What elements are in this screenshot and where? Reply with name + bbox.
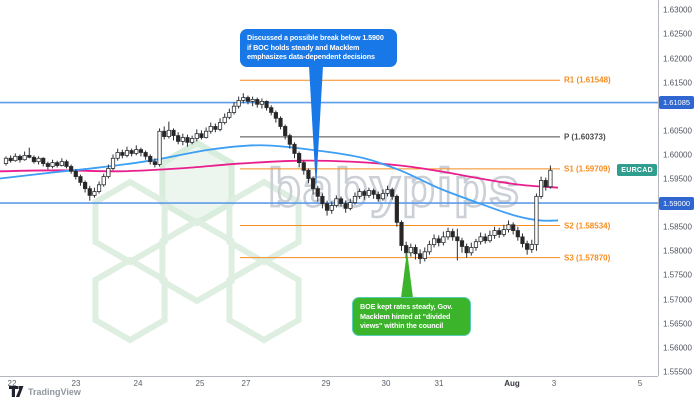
pivot-label: S1 (1.59709): [564, 164, 611, 174]
price-line-badge: 1.61085: [659, 96, 694, 110]
horizontal-price-rays[interactable]: [0, 101, 658, 204]
time-axis-label: 23: [71, 379, 81, 388]
time-axis-label: Aug: [504, 379, 520, 388]
hexagon-logo-icon: [159, 139, 235, 227]
price-axis-tick: 1.57000: [663, 295, 692, 304]
pivot-label: R1 (1.61548): [564, 75, 611, 85]
tradingview-attribution[interactable]: TradingView: [8, 385, 81, 398]
time-axis-label: 5: [637, 379, 643, 388]
price-axis-tick: 1.62000: [663, 54, 692, 63]
price-axis-tick: 1.59500: [663, 174, 692, 184]
time-axis-label: 27: [241, 379, 251, 388]
annotation-callout-boc[interactable]: Discussed a possible break below 1.5900 …: [240, 29, 397, 67]
price-axis-tick: 1.58500: [663, 222, 692, 232]
price-axis-tick: 1.57500: [663, 270, 692, 280]
price-axis-tick: 1.56500: [663, 319, 692, 329]
price-axis-tick: 1.60000: [663, 150, 692, 160]
moving-averages: [0, 144, 559, 222]
tradingview-logo-icon: [9, 386, 24, 397]
annotation-pointers: [309, 66, 413, 298]
time-axis-label: 29: [321, 379, 331, 388]
time-axis-label: 22: [7, 379, 17, 388]
time-axis-line: [0, 376, 658, 377]
pivot-label: P (1.60373): [564, 132, 606, 142]
pivot-label: S2 (1.58534): [564, 221, 611, 231]
time-axis-label: 31: [434, 379, 444, 388]
price-axis-tick: 1.60500: [663, 126, 692, 136]
price-line-badge: 1.59000: [659, 196, 694, 210]
ma-slow-blue: [0, 144, 559, 222]
price-axis-tick: 1.58000: [663, 246, 692, 256]
pivot-label: S3 (1.57870): [564, 253, 611, 263]
price-axis-tick: 1.62500: [663, 29, 692, 39]
watermark-text: babypips: [268, 158, 521, 218]
time-axis-label: 3: [551, 379, 557, 388]
time-axis-label: 24: [133, 379, 143, 388]
symbol-price-badge: EURCAD: [617, 164, 657, 177]
time-axis-label: 30: [381, 379, 391, 388]
price-axis-tick: 1.63000: [663, 5, 692, 15]
pivot-lines: [240, 79, 560, 259]
price-axis-tick: 1.55500: [663, 367, 692, 377]
price-axis-line: [658, 0, 659, 376]
tradingview-logo-text: TradingView: [28, 386, 81, 397]
price-axis-tick: 1.61500: [663, 78, 692, 88]
ma-fast-pink: [0, 159, 559, 189]
time-axis-label: 25: [195, 379, 205, 388]
candlestick-series[interactable]: [3, 93, 553, 264]
price-axis-tick: 1.56000: [663, 343, 692, 353]
annotation-callout-boe[interactable]: BOE kept rates steady, Gov. Macklem hint…: [352, 297, 471, 336]
